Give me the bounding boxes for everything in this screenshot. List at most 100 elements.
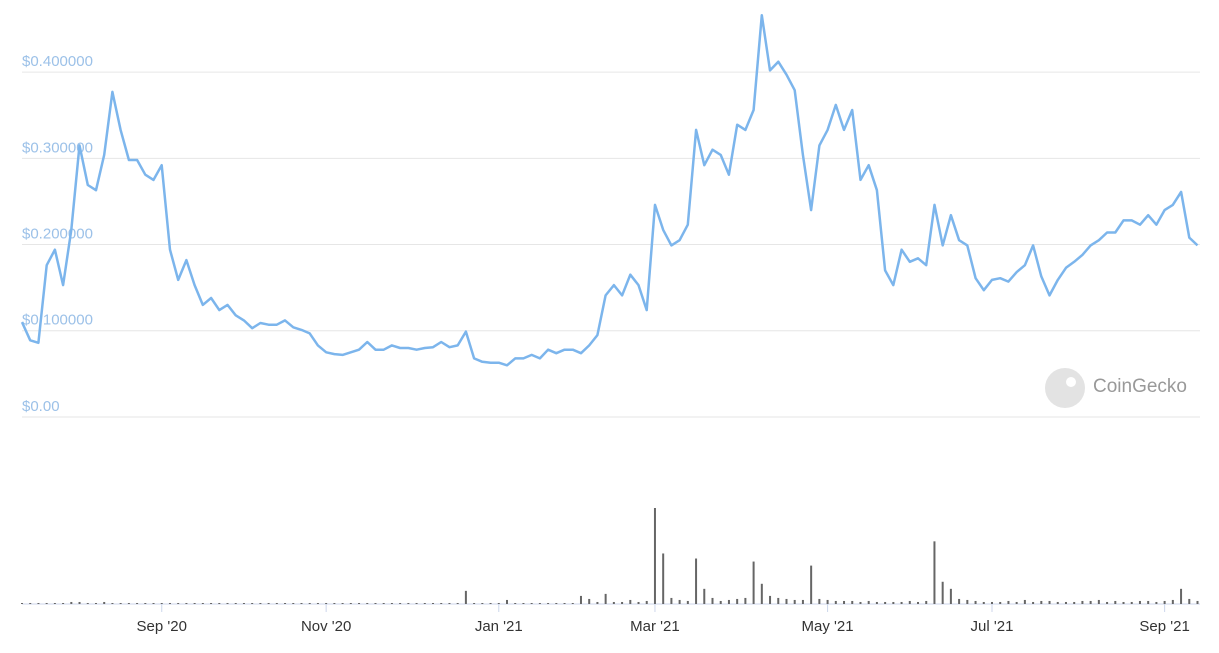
volume-bar: [925, 600, 928, 604]
volume-bar: [777, 597, 780, 604]
volume-bar: [826, 599, 829, 604]
volume-bar: [769, 595, 772, 604]
volume-bar: [801, 599, 804, 604]
volume-bar: [514, 602, 517, 604]
x-tick-label: Nov '20: [301, 618, 351, 635]
volume-bar: [481, 602, 484, 604]
volume-bar: [341, 602, 344, 604]
volume-bar: [275, 602, 278, 604]
volume-bar: [242, 602, 245, 604]
y-tick-label: $0.100000: [22, 312, 93, 329]
volume-bar: [678, 599, 681, 604]
volume-bar: [1171, 599, 1174, 604]
volume-bar: [1064, 601, 1067, 604]
volume-bar: [37, 602, 40, 604]
volume-bar: [127, 602, 130, 604]
y-tick-label: $0.300000: [22, 139, 93, 156]
volume-bar: [1048, 600, 1051, 604]
volume-bar: [1138, 600, 1141, 604]
y-tick-label: $0.400000: [22, 53, 93, 70]
volume-bar: [473, 602, 476, 604]
volume-bar: [547, 602, 550, 604]
watermark-logo-eye: [1066, 377, 1076, 387]
volume-bar: [325, 602, 328, 604]
volume-bar: [440, 602, 443, 604]
volume-bar: [1007, 600, 1010, 604]
volume-bar: [399, 602, 402, 604]
volume-bar: [670, 597, 673, 604]
volume-bar: [999, 601, 1002, 604]
volume-bar: [62, 602, 65, 604]
volume-bar: [423, 602, 426, 604]
volume-bar: [1032, 601, 1035, 604]
volume-bar: [522, 602, 525, 604]
volume-bar: [982, 601, 985, 604]
y-tick-label: $0.200000: [22, 226, 93, 243]
volume-bar: [563, 602, 566, 604]
x-tick-label: Jan '21: [475, 618, 523, 635]
volume-bar: [448, 602, 451, 604]
volume-bar: [1180, 588, 1183, 604]
volume-bar: [1089, 600, 1092, 604]
volume-bar: [316, 602, 319, 604]
volume-bar: [94, 602, 97, 604]
volume-bar: [103, 601, 106, 604]
volume-bar: [119, 602, 122, 604]
volume-bar: [78, 601, 81, 604]
volume-bar: [958, 598, 961, 604]
volume-bar: [1130, 601, 1133, 604]
volume-bar: [949, 588, 952, 604]
volume-bar: [21, 602, 23, 604]
volume-bar: [1196, 600, 1199, 604]
volume-bar: [530, 602, 533, 604]
volume-bar: [1073, 601, 1076, 604]
watermark-logo: [1045, 368, 1085, 408]
x-tick-label: Jul '21: [971, 618, 1014, 635]
volume-bar: [719, 600, 722, 604]
volume-bar: [366, 602, 369, 604]
volume-bar: [284, 602, 287, 604]
volume-bar: [1114, 600, 1117, 604]
volume-bar: [193, 602, 196, 604]
volume-bar: [736, 598, 739, 604]
watermark: CoinGecko: [1093, 376, 1187, 397]
volume-bar: [859, 601, 862, 604]
volume-bar: [579, 595, 582, 604]
volume-bar: [793, 599, 796, 604]
volume-bar: [596, 601, 599, 604]
volume-bar: [867, 600, 870, 604]
x-tick-label: Sep '20: [137, 618, 187, 635]
volume-bar: [70, 601, 73, 604]
volume-bar: [168, 602, 171, 604]
volume-bar: [1097, 599, 1100, 604]
volume-bar: [1106, 601, 1109, 604]
volume-bar: [1040, 600, 1043, 604]
volume-bar: [834, 600, 837, 604]
volume-bar: [990, 601, 993, 604]
volume-bar: [621, 601, 624, 604]
volume-bar: [637, 601, 640, 604]
volume-bar: [653, 508, 656, 604]
volume-bar: [818, 598, 821, 604]
x-tick-label: May '21: [802, 618, 854, 635]
volume-bar: [144, 602, 147, 604]
volume-bar: [1155, 601, 1158, 604]
price-line: [20, 13, 1199, 367]
volume-bar: [941, 581, 944, 604]
volume-bar: [711, 597, 714, 604]
volume-bar: [727, 599, 730, 604]
volume-bar: [744, 597, 747, 604]
volume-bar: [612, 601, 615, 604]
volume-bar: [489, 602, 492, 604]
volume-bar: [662, 553, 665, 604]
x-tick-label: Sep '21: [1139, 618, 1189, 635]
volume-bar: [497, 602, 500, 604]
volume-bar: [571, 602, 574, 604]
volume-bar: [629, 599, 632, 604]
volume-bar: [588, 598, 591, 604]
volume-bar: [917, 601, 920, 604]
volume-bar: [538, 602, 541, 604]
volume-bar: [177, 602, 180, 604]
